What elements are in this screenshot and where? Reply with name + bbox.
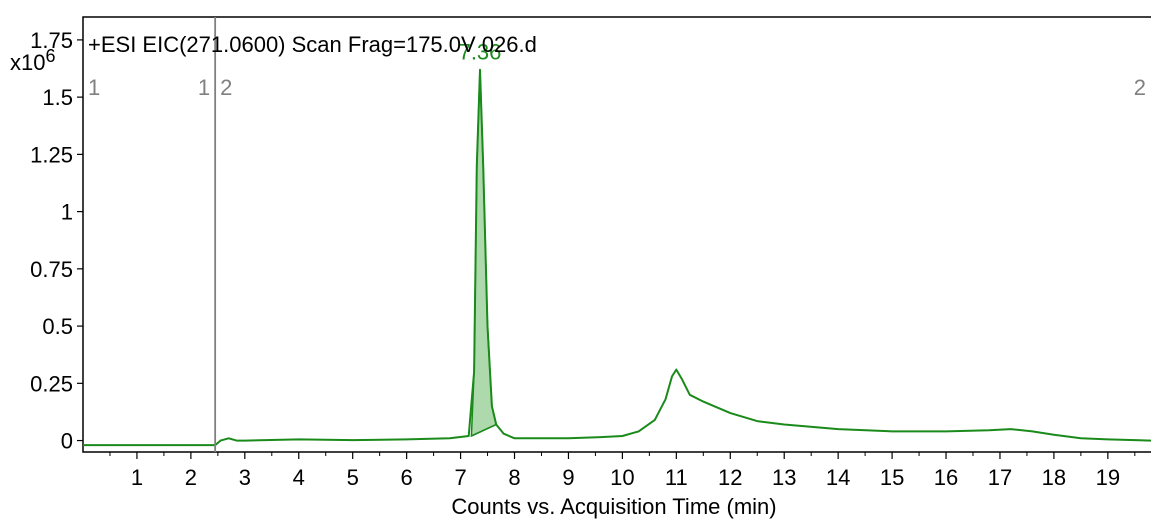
chart-title: +ESI EIC(271.0600) Scan Frag=175.0V 026.… bbox=[88, 32, 537, 57]
x-tick-label: 15 bbox=[880, 465, 904, 490]
peak-baseline bbox=[471, 423, 497, 437]
x-tick-label: 1 bbox=[131, 465, 143, 490]
x-axis-label: Counts vs. Acquisition Time (min) bbox=[451, 494, 776, 519]
y-tick-label: 1.75 bbox=[30, 28, 73, 53]
eic-trace-line bbox=[83, 68, 1151, 447]
x-tick-label: 18 bbox=[1042, 465, 1066, 490]
x-tick-label: 5 bbox=[347, 465, 359, 490]
segment-marker-label: 1 bbox=[198, 75, 210, 100]
tick-layer: 1 2 3 4 5 6 7 8 9 10 11 12 13 14 15 16 17 18 1900.250.50.7… bbox=[30, 28, 1136, 490]
peak-rt-label: 7.36 bbox=[459, 40, 502, 65]
x-tick-label: 4 bbox=[293, 465, 305, 490]
y-tick-label: 0.25 bbox=[30, 371, 73, 396]
y-multiplier: x106 bbox=[10, 46, 56, 75]
plot-axes bbox=[82, 16, 1151, 453]
plot-frame bbox=[82, 16, 1151, 453]
x-tick-label: 10 bbox=[610, 465, 634, 490]
y-tick-label: 1 bbox=[61, 200, 73, 225]
y-tick-label: 0.5 bbox=[42, 314, 73, 339]
trace-layer: 7.36 bbox=[83, 40, 1151, 447]
y-tick-label: 0 bbox=[61, 429, 73, 454]
x-tick-label: 3 bbox=[239, 465, 251, 490]
x-tick-label: 16 bbox=[934, 465, 958, 490]
x-tick-label: 8 bbox=[508, 465, 520, 490]
x-tick-label: 7 bbox=[454, 465, 466, 490]
x-tick-label: 13 bbox=[772, 465, 796, 490]
y-tick-label: 1.25 bbox=[30, 142, 73, 167]
x-tick-label: 14 bbox=[826, 465, 850, 490]
x-tick-label: 19 bbox=[1096, 465, 1120, 490]
x-tick-label: 11 bbox=[665, 465, 688, 490]
x-tick-label: 12 bbox=[718, 465, 742, 490]
x-tick-label: 6 bbox=[401, 465, 413, 490]
x-tick-label: 2 bbox=[185, 465, 197, 490]
y-tick-label: 0.75 bbox=[30, 257, 73, 282]
segment-marker-label: 2 bbox=[1134, 75, 1146, 100]
x-tick-label: 9 bbox=[562, 465, 574, 490]
x-tick-label: 17 bbox=[988, 465, 1012, 490]
y-tick-label: 1.5 bbox=[42, 85, 73, 110]
segment-marker-label: 2 bbox=[220, 75, 232, 100]
segment-marker-label: 1 bbox=[88, 75, 100, 100]
